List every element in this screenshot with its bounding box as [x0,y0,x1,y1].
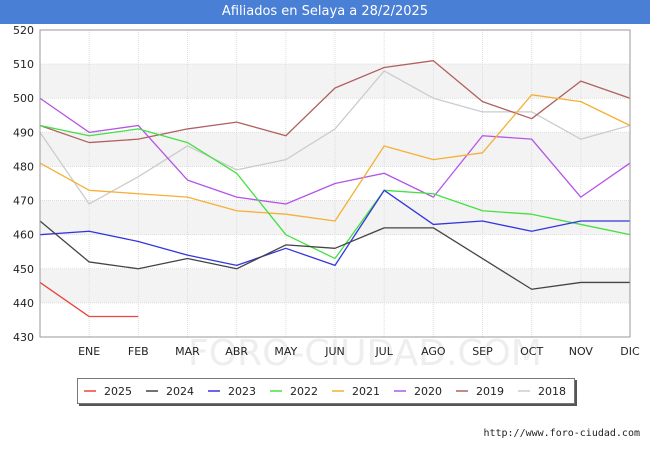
series-line-2019 [39,60,631,144]
y-tick-label: 510 [13,58,34,71]
x-tick-label: JUN [324,345,345,358]
x-tick-label: AGO [421,345,446,358]
plot-band [40,268,630,303]
plot-band [40,64,630,99]
x-tick-label: DIC [620,345,640,358]
series-line-2024 [39,220,630,290]
legend-label-2023: 2023 [228,385,256,398]
series-line-2021 [39,94,631,222]
x-tick-label: NOV [569,345,594,358]
series-line-2022 [39,124,631,260]
legend: 2025 2024 2023 2022 2021 2020 2019 2018 [77,378,575,404]
y-tick-label: 460 [13,229,34,242]
legend-label-2021: 2021 [352,385,380,398]
x-tick-label: MAY [274,345,297,358]
x-tick-label: FEB [128,345,149,358]
y-tick-label: 470 [13,195,34,208]
y-tick-label: 430 [13,331,34,344]
legend-label-2020: 2020 [414,385,442,398]
legend-label-2025: 2025 [104,385,132,398]
series-line-2023 [39,189,630,267]
legend-label-2024: 2024 [166,385,194,398]
legend-label-2019: 2019 [476,385,504,398]
source-url: http://www.foro-ciudad.com [483,428,640,439]
y-tick-label: 440 [13,297,34,310]
x-tick-label: OCT [520,345,543,358]
y-tick-label: 450 [13,263,34,276]
x-tick-label: ABR [225,345,248,358]
y-tick-label: 490 [13,126,34,139]
chart-title: Afiliados en Selaya a 28/2/2025 [0,0,650,24]
legend-label-2018: 2018 [538,385,566,398]
plot-band [40,132,630,167]
series-line-2025 [39,281,139,318]
x-tick-label: ENE [78,345,100,358]
y-tick-label: 480 [13,160,34,173]
series-line-2020 [39,97,631,205]
x-tick-label: MAR [175,345,200,358]
y-tick-label: 520 [13,24,34,37]
x-tick-label: SEP [472,345,493,358]
watermark: FORO-CIUDAD.COM [188,333,542,374]
y-tick-label: 500 [13,92,34,105]
plot-border [39,29,631,338]
series-line-2018 [39,70,631,205]
legend-label-2022: 2022 [290,385,318,398]
x-tick-label: JUL [374,345,393,358]
